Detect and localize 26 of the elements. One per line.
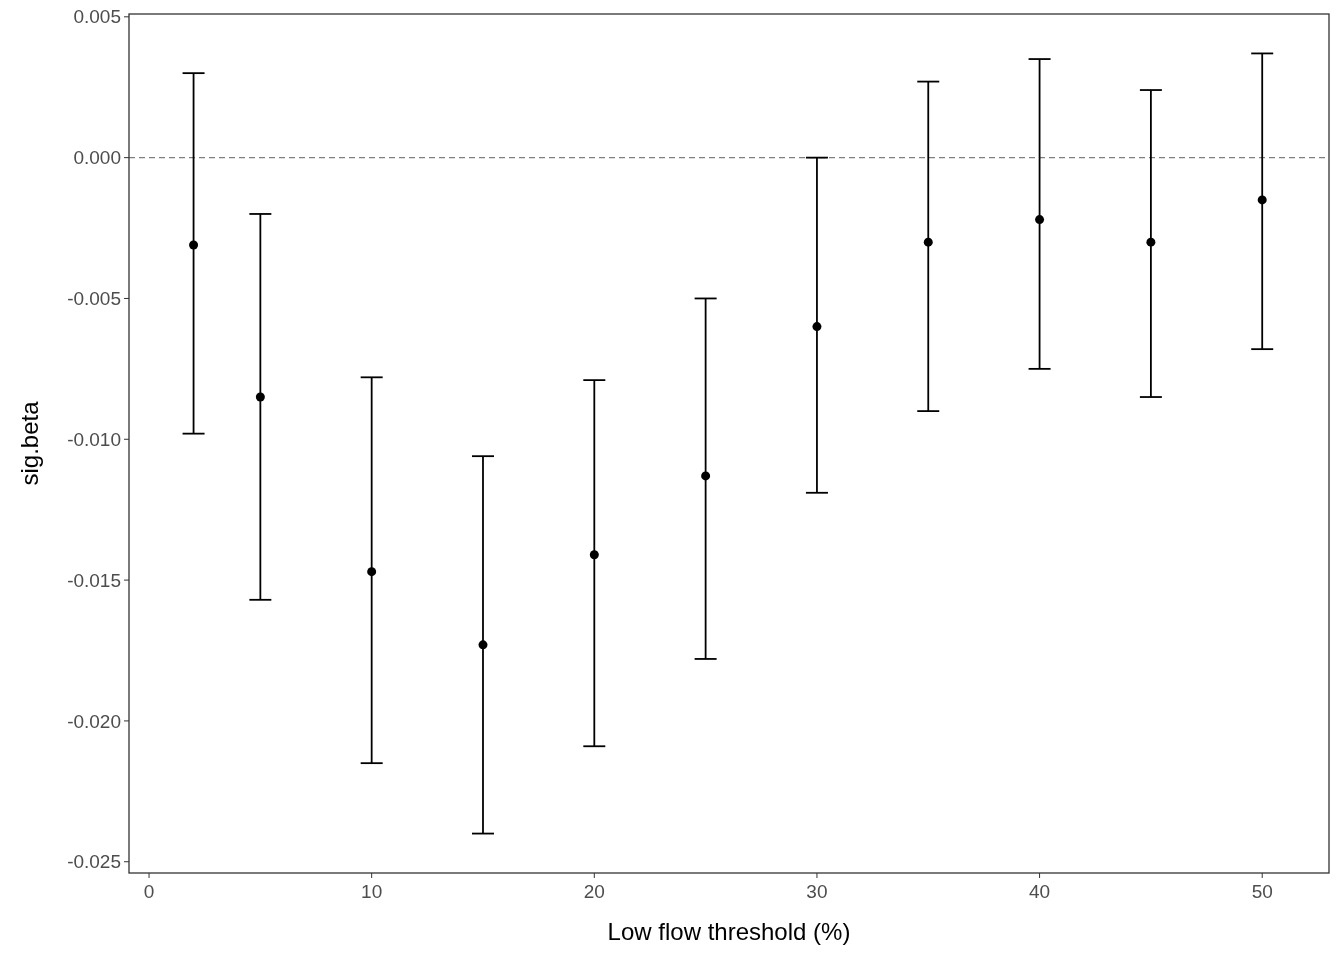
point: [255, 392, 265, 402]
y-tick-label: -0.025: [67, 851, 121, 873]
point: [923, 237, 933, 247]
x-tick-label: 50: [1251, 881, 1273, 902]
x-axis-title: Low flow threshold (%): [607, 918, 851, 945]
x-tick-label: 40: [1029, 881, 1051, 902]
point: [812, 322, 822, 332]
point: [189, 240, 199, 250]
y-tick-label: 0.005: [73, 6, 121, 28]
point: [478, 640, 488, 650]
y-tick-label: -0.020: [67, 710, 121, 732]
point: [1035, 215, 1045, 225]
x-tick-label: 0: [143, 881, 155, 902]
point: [701, 471, 711, 481]
y-tick-label: -0.005: [67, 288, 121, 310]
point: [1146, 237, 1156, 247]
point: [367, 567, 377, 577]
y-tick-label: -0.010: [67, 428, 121, 450]
y-axis-title: sig.beta: [16, 400, 43, 486]
x-tick-label: 20: [583, 881, 605, 902]
x-tick-label: 30: [806, 881, 828, 902]
x-tick-label: 10: [361, 881, 383, 902]
y-tick-label: -0.015: [67, 569, 121, 591]
point: [1257, 195, 1267, 205]
y-tick-label: 0.000: [73, 147, 121, 169]
point: [589, 550, 599, 560]
